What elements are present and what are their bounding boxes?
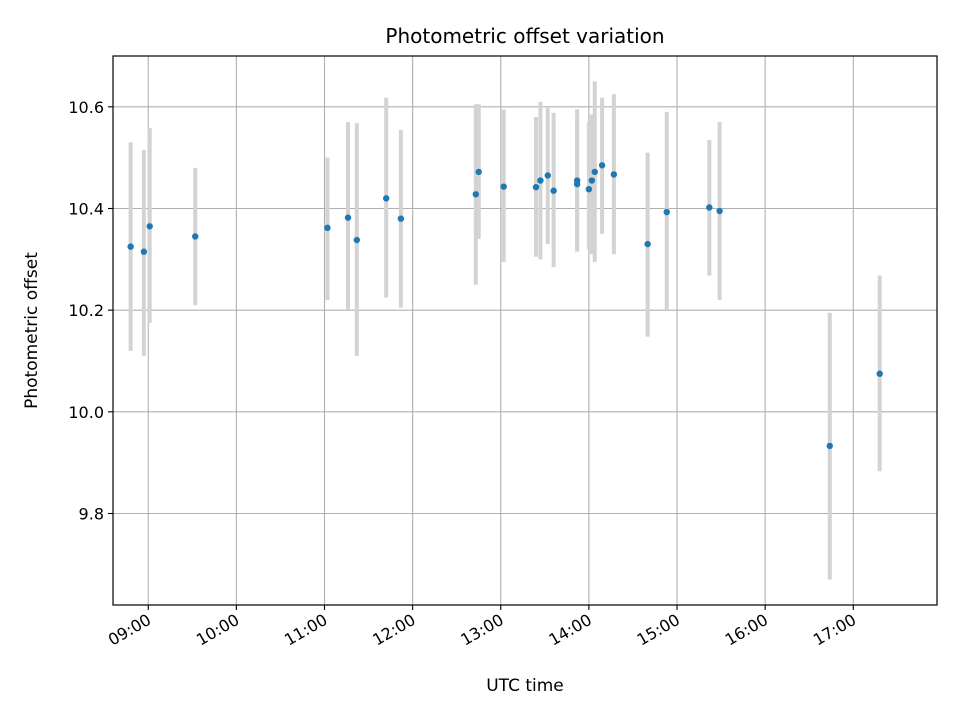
chart-title: Photometric offset variation [385,24,664,48]
data-point [146,223,153,230]
y-tick-label: 10.6 [68,98,104,117]
data-point [663,208,670,216]
data-point [324,224,331,232]
data-point [550,187,557,194]
data-point [598,162,606,169]
data-point [192,233,199,240]
data-point [472,191,479,198]
x-axis-label: UTC time [486,676,564,696]
data-point [382,195,390,202]
data-point [588,177,596,184]
data-point [876,370,883,377]
data-point [500,183,507,190]
data-point [140,248,148,255]
data-point [644,240,651,248]
data-point [585,185,593,193]
data-point [344,214,352,221]
data-point [706,204,713,211]
data-point [353,236,361,244]
y-tick-label: 10.0 [68,403,104,422]
data-point [591,168,598,176]
y-tick-label: 9.8 [79,505,104,524]
plot-frame [112,55,938,606]
grid-layer [113,56,937,605]
data-point [573,180,581,188]
y-tick-label: 10.2 [68,301,104,320]
point-layer [127,162,883,450]
data-point [532,183,540,191]
data-point [544,172,551,179]
data-point [610,171,618,178]
data-point [826,442,833,450]
y-axis-label: Photometric offset [22,252,42,409]
data-point [397,215,405,222]
y-tick-label: 10.4 [68,200,104,219]
data-point [537,177,544,184]
data-point [475,168,482,176]
data-point [716,207,723,215]
data-point [127,243,134,250]
